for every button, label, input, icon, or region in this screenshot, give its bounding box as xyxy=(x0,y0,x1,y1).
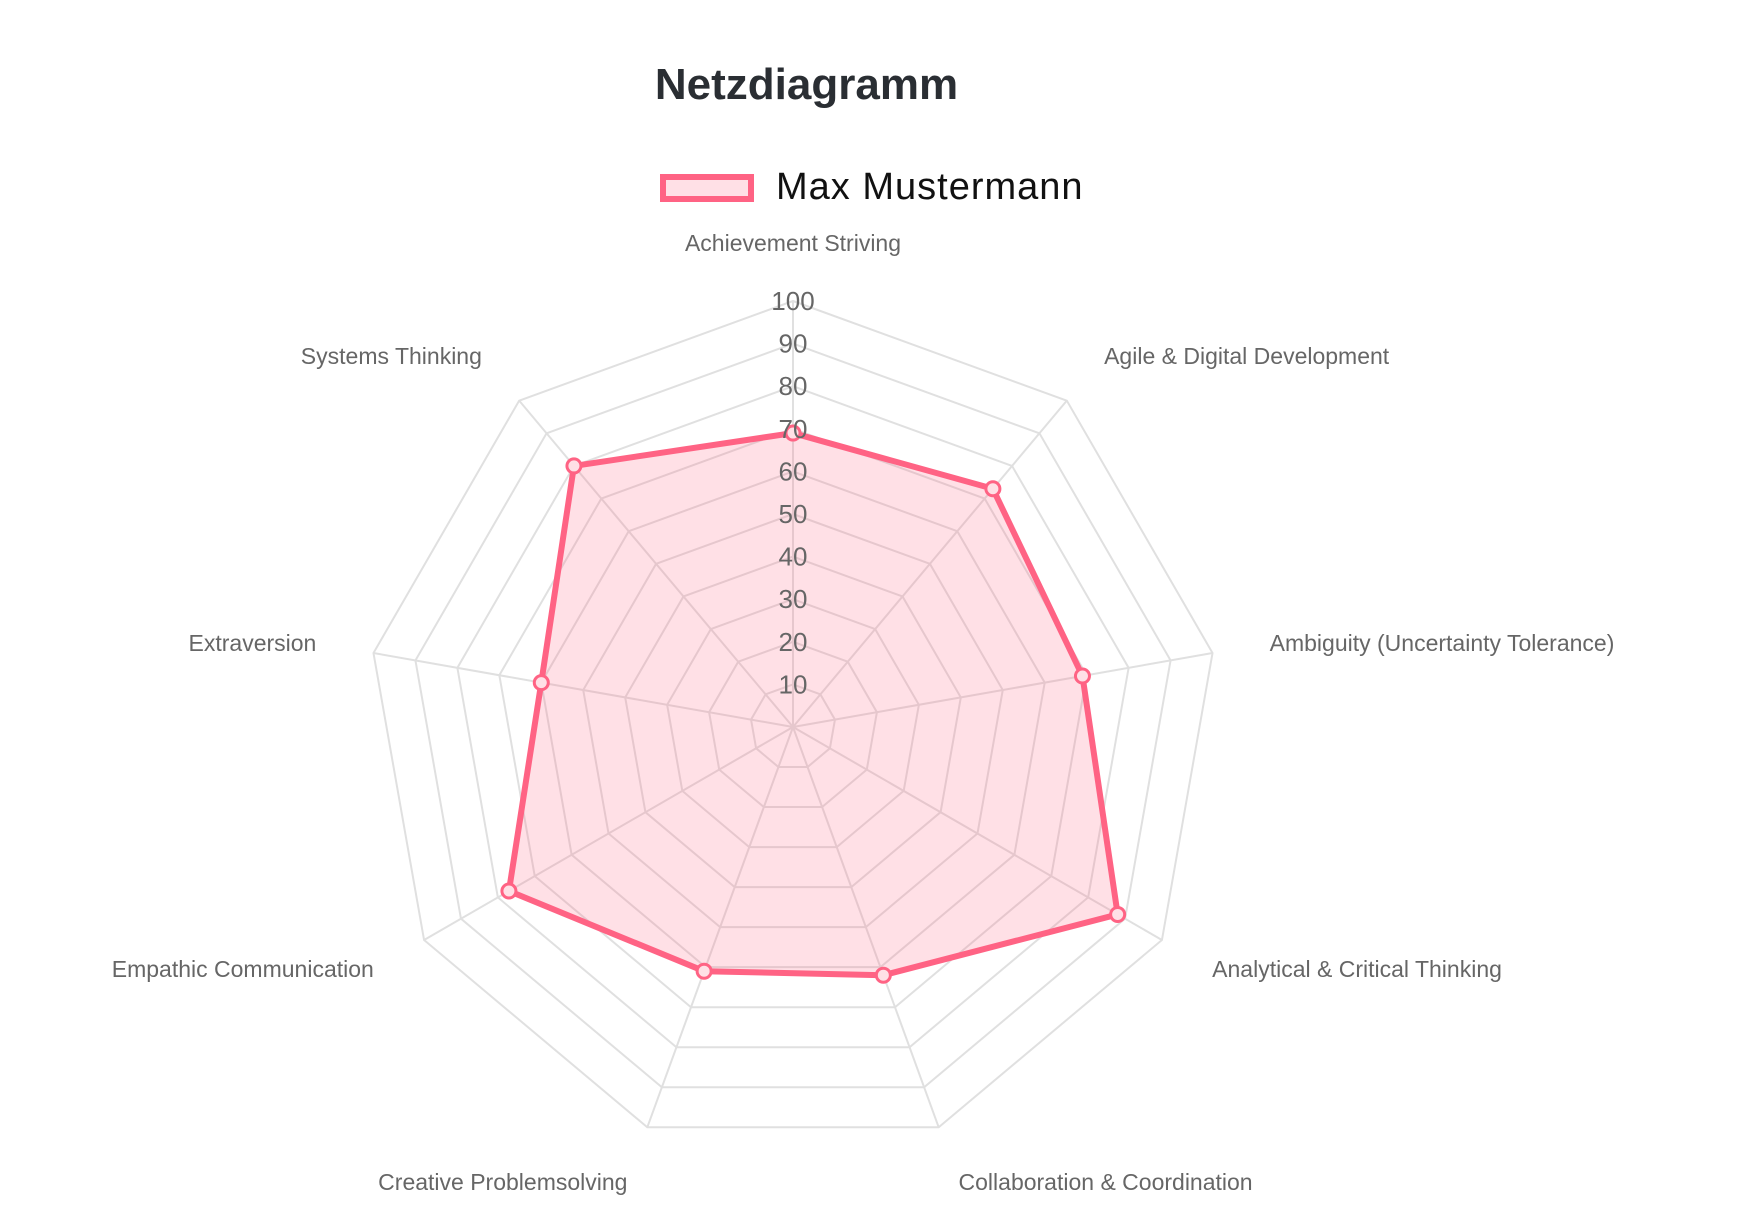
data-point[interactable] xyxy=(1073,667,1091,685)
tick-label: 20 xyxy=(779,627,808,657)
data-point[interactable] xyxy=(532,674,550,692)
tick-label: 40 xyxy=(779,542,808,572)
axis-label: Analytical & Critical Thinking xyxy=(1212,956,1502,982)
grid-ring-90 xyxy=(414,342,1172,1089)
data-point[interactable] xyxy=(984,480,1002,498)
tick-label: 90 xyxy=(779,329,808,359)
grid-ring-60 xyxy=(540,470,1046,969)
grid-ring-40 xyxy=(624,555,962,889)
axis-label: Agile & Digital Development xyxy=(1104,343,1390,369)
angle-line xyxy=(792,400,1068,728)
axis-label: Extraversion xyxy=(189,630,317,656)
angle-line xyxy=(792,726,1163,941)
angle-line xyxy=(518,400,794,728)
angle-line xyxy=(792,726,940,1128)
tick-label: 10 xyxy=(779,669,808,699)
tick-label: 30 xyxy=(779,584,808,614)
grid-ring-10 xyxy=(749,683,837,769)
axis-label: Achievement Striving xyxy=(685,230,901,256)
radar-axes xyxy=(373,301,1213,1128)
tick-label: 100 xyxy=(771,286,814,316)
angle-line xyxy=(373,652,794,728)
grid-ring-30 xyxy=(666,598,920,849)
data-point[interactable] xyxy=(565,457,583,475)
chart-title: Netzdiagramm xyxy=(654,60,959,109)
data-point[interactable] xyxy=(500,882,518,900)
grid-ring-50 xyxy=(582,512,1004,929)
tick-label: 70 xyxy=(779,414,808,444)
data-point[interactable] xyxy=(695,962,713,980)
legend-label: Max Mustermann xyxy=(776,166,1084,208)
legend-swatch xyxy=(660,173,754,202)
data-point[interactable] xyxy=(874,966,892,984)
axis-label: Systems Thinking xyxy=(301,343,482,369)
grid-ring-20 xyxy=(708,640,878,809)
angle-line xyxy=(646,726,794,1128)
data-point[interactable] xyxy=(1109,905,1127,923)
legend[interactable]: Max Mustermann xyxy=(660,166,1084,209)
angle-line xyxy=(792,652,1213,728)
tick-label: 80 xyxy=(779,371,808,401)
grid-ring-80 xyxy=(456,385,1130,1049)
radar-grid xyxy=(372,299,1214,1129)
series-area xyxy=(505,430,1121,979)
tick-label: 60 xyxy=(779,456,808,486)
axis-label: Creative Problemsolving xyxy=(378,1169,627,1195)
axis-label: Empathic Communication xyxy=(112,956,374,982)
data-point[interactable] xyxy=(784,424,802,442)
axis-label: Ambiguity (Uncertainty Tolerance) xyxy=(1270,630,1615,656)
radar-series xyxy=(500,424,1127,984)
grid-ring-100 xyxy=(372,299,1214,1129)
angle-line xyxy=(423,726,794,941)
radar-tick-labels: 10 20 30 40 50 60 70 80 90 100 xyxy=(771,286,814,699)
axis-label: Collaboration & Coordination xyxy=(959,1169,1253,1195)
grid-ring-70 xyxy=(498,427,1088,1009)
tick-label: 50 xyxy=(779,499,808,529)
radar-axis-labels: Achievement Striving Agile & Digital Deve… xyxy=(112,230,1615,1195)
